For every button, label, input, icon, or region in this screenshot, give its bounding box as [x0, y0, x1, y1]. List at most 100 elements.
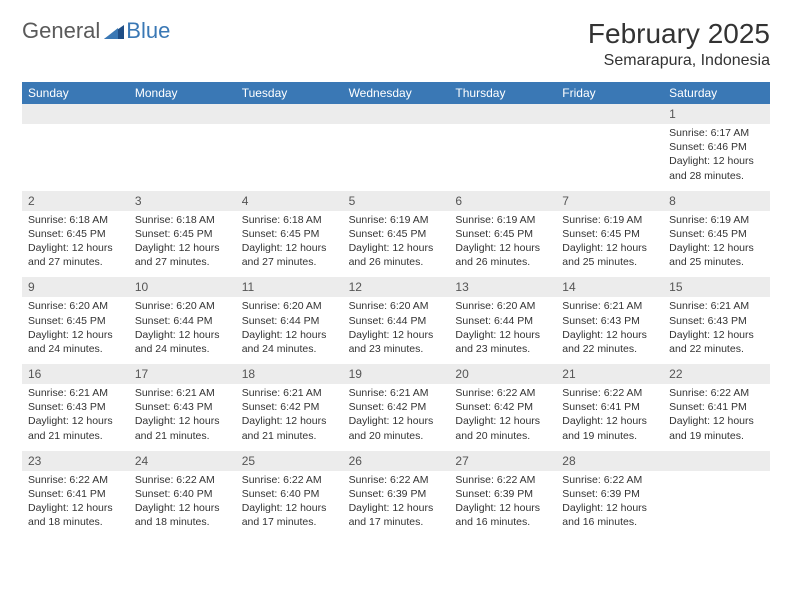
day-details: Sunrise: 6:22 AMSunset: 6:39 PMDaylight:… [556, 471, 663, 538]
daylight-text: Daylight: 12 hours and 21 minutes. [28, 414, 123, 442]
sunrise-text: Sunrise: 6:22 AM [562, 386, 657, 400]
sunrise-text: Sunrise: 6:18 AM [242, 213, 337, 227]
day-number: 24 [129, 451, 236, 471]
day-number: 8 [663, 191, 770, 211]
daylight-text: Daylight: 12 hours and 23 minutes. [349, 328, 444, 356]
day-details: Sunrise: 6:20 AMSunset: 6:44 PMDaylight:… [129, 297, 236, 364]
daylight-text: Daylight: 12 hours and 18 minutes. [28, 501, 123, 529]
day-number: 17 [129, 364, 236, 384]
daylight-text: Daylight: 12 hours and 28 minutes. [669, 154, 764, 182]
daylight-text: Daylight: 12 hours and 24 minutes. [135, 328, 230, 356]
sunset-text: Sunset: 6:43 PM [669, 314, 764, 328]
day-details: Sunrise: 6:19 AMSunset: 6:45 PMDaylight:… [556, 211, 663, 278]
sunrise-text: Sunrise: 6:20 AM [242, 299, 337, 313]
day-details [449, 124, 556, 191]
day-details: Sunrise: 6:22 AMSunset: 6:39 PMDaylight:… [449, 471, 556, 538]
logo-triangle-icon [104, 23, 124, 39]
weekday-header: Saturday [663, 82, 770, 104]
day-details: Sunrise: 6:21 AMSunset: 6:43 PMDaylight:… [663, 297, 770, 364]
daylight-text: Daylight: 12 hours and 23 minutes. [455, 328, 550, 356]
weekday-header: Sunday [22, 82, 129, 104]
day-details: Sunrise: 6:21 AMSunset: 6:42 PMDaylight:… [236, 384, 343, 451]
day-number: 6 [449, 191, 556, 211]
day-number: 25 [236, 451, 343, 471]
daylight-text: Daylight: 12 hours and 24 minutes. [28, 328, 123, 356]
daylight-text: Daylight: 12 hours and 18 minutes. [135, 501, 230, 529]
day-details: Sunrise: 6:21 AMSunset: 6:43 PMDaylight:… [556, 297, 663, 364]
sunset-text: Sunset: 6:45 PM [135, 227, 230, 241]
details-row: Sunrise: 6:20 AMSunset: 6:45 PMDaylight:… [22, 297, 770, 364]
daylight-text: Daylight: 12 hours and 16 minutes. [562, 501, 657, 529]
daylight-text: Daylight: 12 hours and 25 minutes. [669, 241, 764, 269]
day-number: 10 [129, 277, 236, 297]
daynum-row: 2345678 [22, 191, 770, 211]
daylight-text: Daylight: 12 hours and 27 minutes. [242, 241, 337, 269]
day-details: Sunrise: 6:22 AMSunset: 6:40 PMDaylight:… [129, 471, 236, 538]
day-number [236, 104, 343, 124]
header: General Blue February 2025 Semarapura, I… [22, 18, 770, 70]
day-number [22, 104, 129, 124]
day-number: 11 [236, 277, 343, 297]
weekday-header-row: Sunday Monday Tuesday Wednesday Thursday… [22, 82, 770, 104]
sunset-text: Sunset: 6:45 PM [349, 227, 444, 241]
logo: General Blue [22, 18, 170, 44]
sunset-text: Sunset: 6:45 PM [455, 227, 550, 241]
weekday-header: Friday [556, 82, 663, 104]
location-subtitle: Semarapura, Indonesia [588, 52, 770, 70]
sunrise-text: Sunrise: 6:21 AM [349, 386, 444, 400]
day-details: Sunrise: 6:21 AMSunset: 6:42 PMDaylight:… [343, 384, 450, 451]
sunrise-text: Sunrise: 6:20 AM [135, 299, 230, 313]
daylight-text: Daylight: 12 hours and 19 minutes. [562, 414, 657, 442]
day-number [129, 104, 236, 124]
title-block: February 2025 Semarapura, Indonesia [588, 18, 770, 70]
day-details: Sunrise: 6:20 AMSunset: 6:44 PMDaylight:… [343, 297, 450, 364]
details-row: Sunrise: 6:17 AMSunset: 6:46 PMDaylight:… [22, 124, 770, 191]
sunset-text: Sunset: 6:40 PM [135, 487, 230, 501]
daylight-text: Daylight: 12 hours and 20 minutes. [455, 414, 550, 442]
day-number [556, 104, 663, 124]
sunrise-text: Sunrise: 6:22 AM [28, 473, 123, 487]
day-number: 12 [343, 277, 450, 297]
weekday-header: Thursday [449, 82, 556, 104]
day-details: Sunrise: 6:22 AMSunset: 6:42 PMDaylight:… [449, 384, 556, 451]
details-row: Sunrise: 6:18 AMSunset: 6:45 PMDaylight:… [22, 211, 770, 278]
day-details [236, 124, 343, 191]
day-details: Sunrise: 6:22 AMSunset: 6:40 PMDaylight:… [236, 471, 343, 538]
sunset-text: Sunset: 6:39 PM [455, 487, 550, 501]
day-details: Sunrise: 6:19 AMSunset: 6:45 PMDaylight:… [449, 211, 556, 278]
daylight-text: Daylight: 12 hours and 24 minutes. [242, 328, 337, 356]
daynum-row: 1 [22, 104, 770, 124]
sunset-text: Sunset: 6:42 PM [455, 400, 550, 414]
sunrise-text: Sunrise: 6:22 AM [242, 473, 337, 487]
day-details: Sunrise: 6:18 AMSunset: 6:45 PMDaylight:… [129, 211, 236, 278]
day-number: 7 [556, 191, 663, 211]
day-number [343, 104, 450, 124]
day-details: Sunrise: 6:20 AMSunset: 6:44 PMDaylight:… [236, 297, 343, 364]
day-number: 20 [449, 364, 556, 384]
day-number: 19 [343, 364, 450, 384]
sunset-text: Sunset: 6:45 PM [669, 227, 764, 241]
day-details: Sunrise: 6:22 AMSunset: 6:41 PMDaylight:… [556, 384, 663, 451]
sunset-text: Sunset: 6:44 PM [242, 314, 337, 328]
weeks-container: 1Sunrise: 6:17 AMSunset: 6:46 PMDaylight… [22, 104, 770, 537]
day-details [129, 124, 236, 191]
day-details: Sunrise: 6:20 AMSunset: 6:44 PMDaylight:… [449, 297, 556, 364]
sunset-text: Sunset: 6:44 PM [455, 314, 550, 328]
daylight-text: Daylight: 12 hours and 22 minutes. [562, 328, 657, 356]
sunset-text: Sunset: 6:44 PM [135, 314, 230, 328]
day-number: 23 [22, 451, 129, 471]
sunset-text: Sunset: 6:41 PM [669, 400, 764, 414]
day-details: Sunrise: 6:21 AMSunset: 6:43 PMDaylight:… [22, 384, 129, 451]
day-details: Sunrise: 6:21 AMSunset: 6:43 PMDaylight:… [129, 384, 236, 451]
sunset-text: Sunset: 6:44 PM [349, 314, 444, 328]
sunrise-text: Sunrise: 6:18 AM [28, 213, 123, 227]
daylight-text: Daylight: 12 hours and 19 minutes. [669, 414, 764, 442]
sunset-text: Sunset: 6:45 PM [562, 227, 657, 241]
daylight-text: Daylight: 12 hours and 26 minutes. [349, 241, 444, 269]
weekday-header: Wednesday [343, 82, 450, 104]
sunset-text: Sunset: 6:41 PM [562, 400, 657, 414]
daynum-row: 9101112131415 [22, 277, 770, 297]
day-details: Sunrise: 6:19 AMSunset: 6:45 PMDaylight:… [663, 211, 770, 278]
logo-text-general: General [22, 18, 100, 44]
daylight-text: Daylight: 12 hours and 27 minutes. [28, 241, 123, 269]
